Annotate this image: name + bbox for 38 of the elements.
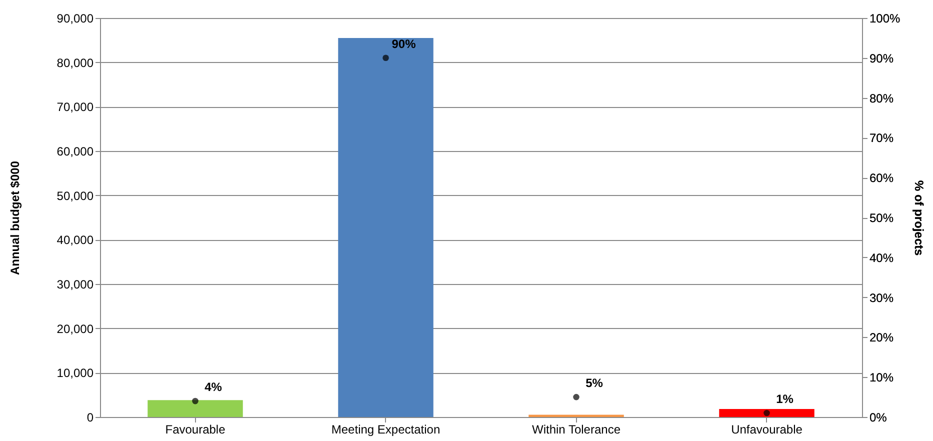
- y2-tick-label: 0%: [870, 410, 888, 424]
- data-label: 1%: [776, 392, 794, 406]
- y2-tick-label: 30%: [870, 290, 894, 305]
- point: [573, 394, 580, 400]
- point: [764, 410, 770, 416]
- y-tick-label: 0: [86, 410, 94, 424]
- point: [192, 398, 198, 404]
- data-label: 90%: [392, 36, 416, 51]
- bar: [719, 409, 814, 417]
- y-tick-label: 70,000: [56, 100, 94, 114]
- y2-tick-label: 40%: [870, 250, 894, 265]
- y2-tick-label: 10%: [870, 370, 894, 385]
- y-tick-label: 10,000: [56, 366, 94, 380]
- y2-tick-label: 100%: [870, 12, 901, 26]
- data-label: 5%: [586, 376, 604, 390]
- y-axis-title: Annual budget $000: [8, 160, 22, 276]
- y2-tick-label: 70%: [870, 131, 894, 146]
- y2-tick-label: 20%: [870, 330, 894, 345]
- x-tick-label: Unfavourable: [731, 422, 803, 436]
- y-tick-label: 90,000: [56, 12, 94, 26]
- x-tick-label: Favourable: [165, 422, 226, 436]
- bar: [338, 38, 434, 417]
- y-tick-label: 40,000: [56, 233, 94, 248]
- y-tick-label: 60,000: [56, 144, 94, 158]
- x-tick-label: Meeting Expectation: [331, 422, 440, 436]
- data-label: 4%: [204, 380, 222, 394]
- y-tick-label: 50,000: [56, 188, 94, 203]
- y-tick-label: 80,000: [56, 56, 94, 70]
- y2-tick-label: 60%: [870, 171, 894, 186]
- bar: [148, 400, 243, 417]
- y2-tick-label: 50%: [870, 211, 894, 225]
- y-tick-label: 20,000: [56, 322, 94, 336]
- point: [382, 54, 389, 62]
- y2-tick-label: 90%: [870, 51, 894, 66]
- y2-axis-title: % of projects: [912, 180, 926, 256]
- x-tick-label: Within Tolerance: [532, 422, 621, 436]
- y2-tick-label: 80%: [870, 91, 894, 106]
- y-tick-label: 30,000: [56, 278, 94, 292]
